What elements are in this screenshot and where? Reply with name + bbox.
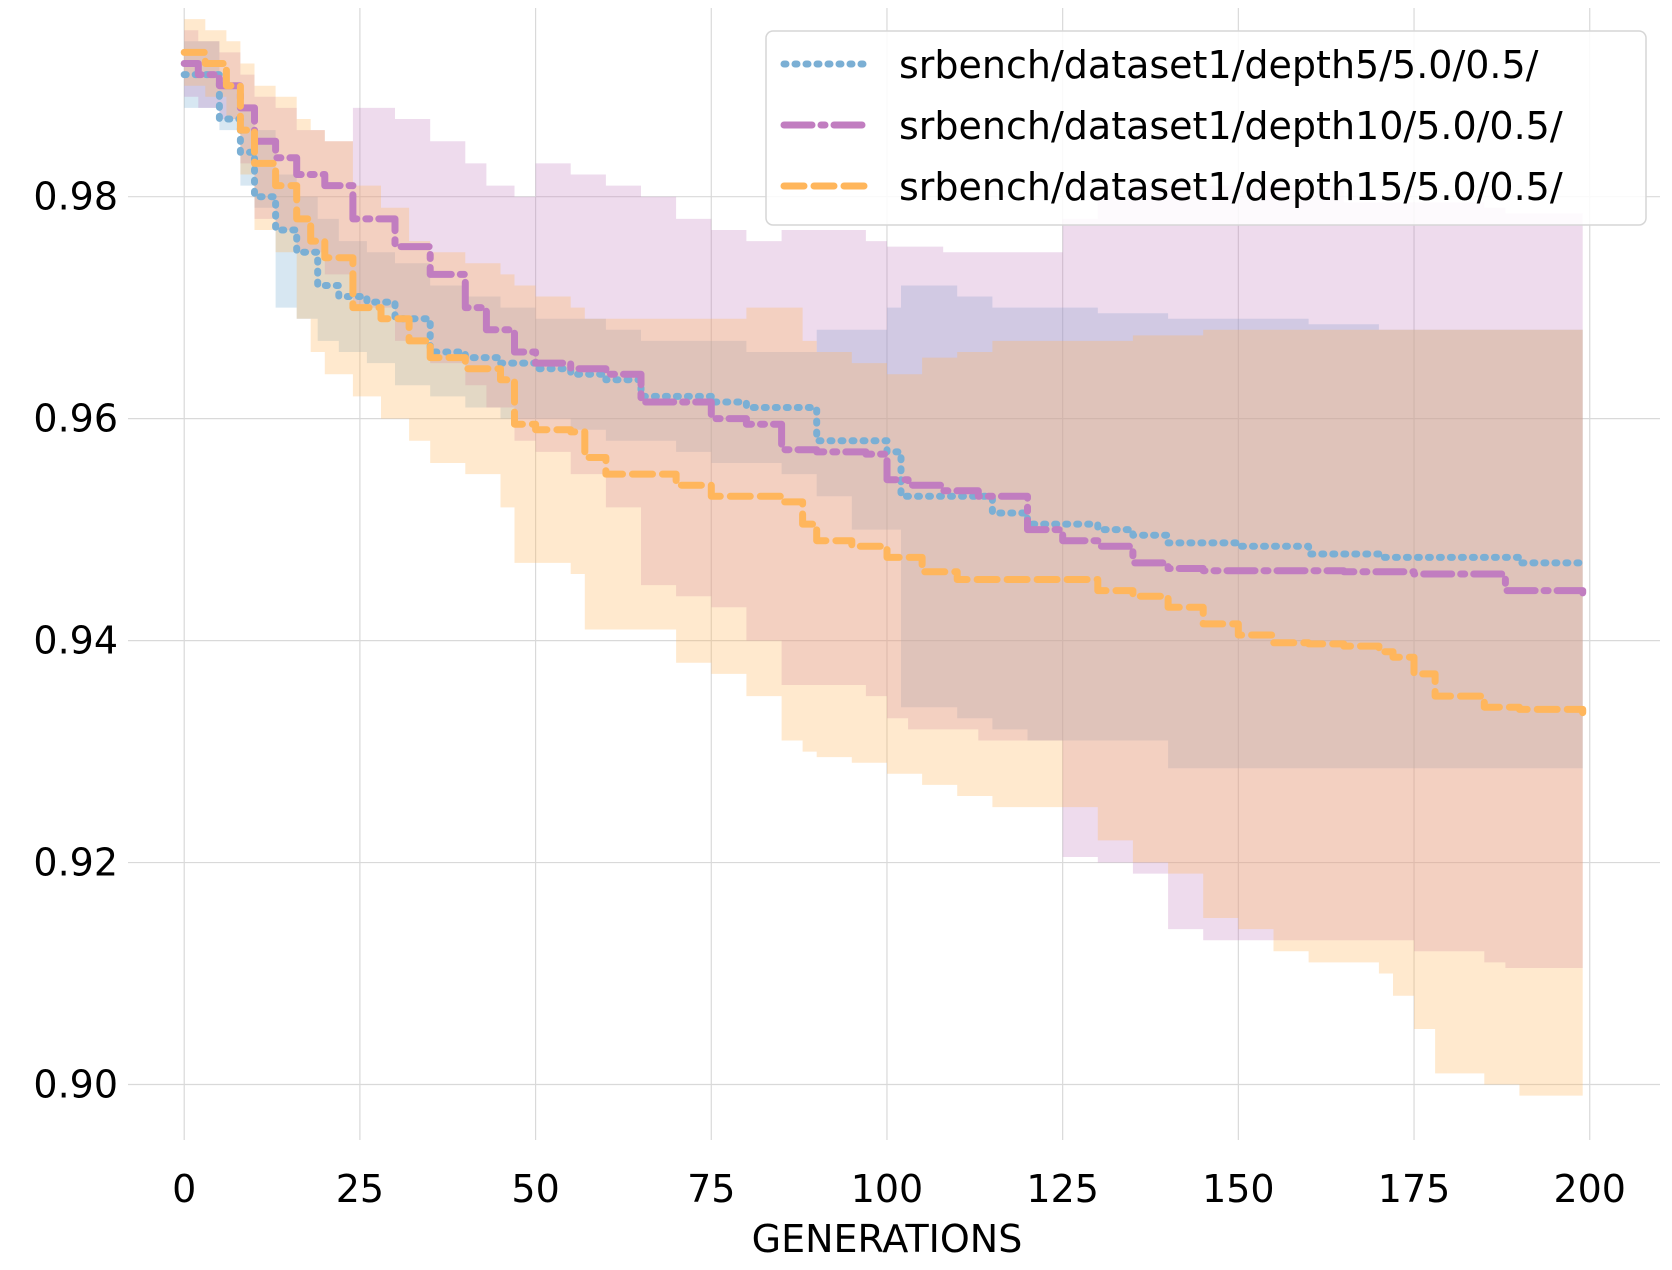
y-tick-labels: 0.90 0.92 0.94 0.96 0.98 (33, 175, 118, 1107)
x-tick-label: 200 (1553, 1167, 1626, 1211)
series-lines (180, 48, 1587, 717)
legend-label-depth15: srbench/dataset1/depth15/5.0/0.5/ (899, 165, 1563, 209)
legend-label-depth10: srbench/dataset1/depth10/5.0/0.5/ (899, 104, 1563, 148)
y-tick-label: 0.96 (33, 397, 118, 441)
x-tick-label: 50 (511, 1167, 559, 1211)
line-series-1 (180, 71, 1587, 567)
x-tick-label: 100 (851, 1167, 924, 1211)
confidence-bands (184, 19, 1583, 1096)
x-tick-label: 0 (172, 1167, 196, 1211)
band-series-1 (184, 41, 1583, 769)
x-tick-label: 25 (336, 1167, 384, 1211)
x-tick-label: 75 (687, 1167, 735, 1211)
x-tick-labels: 0 25 50 75 100 125 150 175 200 (172, 1167, 1626, 1211)
line-series-3 (180, 48, 1587, 717)
y-tick-label: 0.90 (33, 1063, 118, 1107)
line-series-2 (180, 60, 1587, 597)
band-series-3 (184, 19, 1583, 1096)
legend-label-depth5: srbench/dataset1/depth5/5.0/0.5/ (899, 43, 1539, 87)
y-tick-label: 0.98 (33, 175, 118, 219)
band-series-2 (184, 30, 1583, 968)
y-tick-label: 0.92 (33, 841, 118, 885)
legend: srbench/dataset1/depth5/5.0/0.5/ srbench… (765, 30, 1647, 226)
x-axis-title: GENERATIONS (752, 1217, 1023, 1261)
y-tick-label: 0.94 (33, 619, 118, 663)
x-tick-label: 150 (1202, 1167, 1275, 1211)
x-tick-label: 125 (1026, 1167, 1099, 1211)
legend-box (765, 30, 1647, 226)
x-tick-label: 175 (1378, 1167, 1451, 1211)
